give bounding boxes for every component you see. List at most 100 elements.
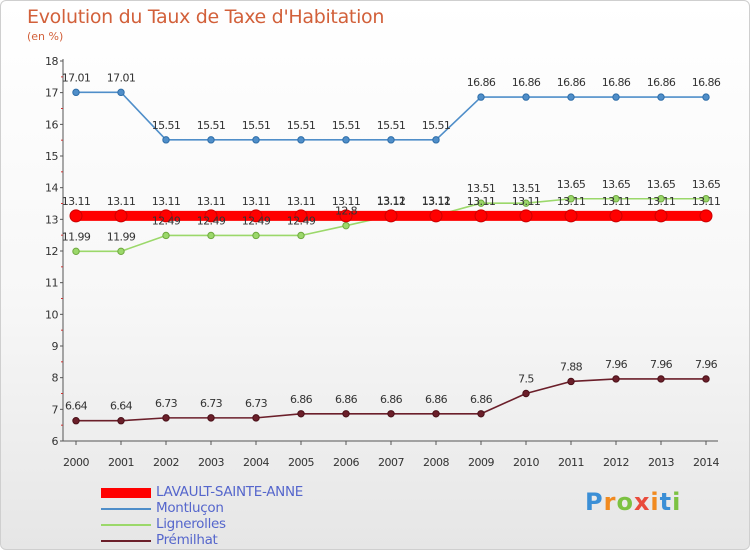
logo-letter: o	[616, 488, 634, 516]
series-2-point-3	[207, 231, 215, 240]
x-tick-label-2: 2002	[153, 456, 179, 469]
series-0-point-0	[69, 209, 83, 223]
series-2-point-2	[162, 231, 170, 240]
series-1-label-1: 17.01	[107, 71, 136, 84]
x-tick-label-6: 2006	[333, 456, 359, 469]
series-1-label-13: 16.86	[647, 76, 676, 89]
series-1-point-4	[252, 136, 260, 144]
series-1-label-8: 15.51	[422, 119, 451, 132]
series-3-label-8: 6.86	[425, 393, 448, 406]
series-0-point-3	[204, 209, 218, 223]
series-0-point-14	[699, 209, 713, 223]
series-0-point-6	[339, 209, 353, 223]
series-1-point-8	[432, 136, 440, 144]
series-2-label-3: 12.49	[197, 214, 226, 227]
series-3-point-2	[162, 414, 170, 422]
series-1-point-10	[522, 93, 530, 101]
series-0-label-14: 13.11	[692, 195, 721, 208]
series-2-label-12: 13.65	[602, 178, 631, 191]
x-tick-label-12: 2012	[603, 456, 629, 469]
series-0-label-9: 13.11	[467, 195, 496, 208]
series-0-point-8	[429, 209, 443, 223]
series-line-1	[76, 91, 706, 141]
series-1-point-1	[117, 88, 125, 97]
series-0-point-12	[609, 209, 623, 223]
series-3-label-12: 7.96	[605, 358, 628, 371]
series-2-point-12	[612, 195, 620, 203]
series-1-label-2: 15.51	[152, 119, 181, 132]
series-1-label-3: 15.51	[197, 119, 226, 132]
x-tick-label-5: 2005	[288, 456, 314, 469]
series-2-label-14: 13.65	[692, 178, 721, 191]
x-tick-label-1: 2001	[108, 456, 134, 469]
series-3-point-1	[117, 417, 125, 425]
series-3-label-1: 6.64	[110, 400, 133, 413]
logo-letter: i	[672, 488, 682, 516]
series-1-label-11: 16.86	[557, 76, 586, 89]
legend-swatch-1	[101, 508, 151, 510]
legend-item-0: LAVAULT-SAINTE-ANNE	[101, 484, 361, 501]
series-2-label-6: 12.8	[335, 205, 358, 218]
series-3-label-4: 6.73	[245, 397, 268, 410]
logo-letter: r	[603, 488, 617, 516]
series-0-point-4	[249, 209, 263, 223]
series-2-point-10	[522, 199, 530, 207]
legend-label-1: Montluçon	[156, 500, 224, 516]
series-2-label-2: 12.49	[152, 214, 181, 227]
series-2-label-1: 11.99	[107, 230, 136, 243]
logo-letter: P	[585, 488, 604, 516]
x-tick-label-13: 2013	[648, 456, 674, 469]
legend-item-1: Montluçon	[101, 500, 361, 517]
series-0-label-11: 13.11	[557, 195, 586, 208]
series-3-label-6: 6.86	[335, 393, 358, 406]
x-tick-label-14: 2014	[693, 456, 719, 469]
series-2-point-11	[567, 195, 575, 203]
legend-item-3: Prémilhat	[101, 532, 361, 549]
series-0-label-7: 13.11	[377, 195, 406, 208]
legend-swatch-2	[101, 524, 151, 526]
series-2-label-7: 13.12	[377, 195, 406, 208]
series-3-label-5: 6.86	[290, 393, 313, 406]
series-0-point-2	[159, 209, 173, 223]
series-1-label-5: 15.51	[287, 119, 316, 132]
series-3-point-10	[522, 389, 530, 398]
series-2-point-1	[117, 247, 125, 256]
series-0-label-1: 13.11	[107, 195, 136, 208]
series-0-point-7	[384, 209, 398, 223]
series-1-point-9	[477, 93, 485, 101]
y-tick-label-12: 18	[45, 55, 58, 68]
series-3-point-8	[432, 410, 440, 418]
series-2-label-11: 13.65	[557, 178, 586, 191]
legend-label-3: Prémilhat	[156, 532, 218, 548]
series-1-label-12: 16.86	[602, 76, 631, 89]
series-1-point-5	[297, 136, 305, 144]
series-1-label-6: 15.51	[332, 119, 361, 132]
series-1-label-0: 17.01	[62, 71, 91, 84]
series-3-point-9	[477, 410, 485, 418]
series-0-point-5	[294, 209, 308, 223]
series-1-point-13	[657, 93, 665, 101]
series-3-point-3	[207, 414, 215, 422]
y-tick-label-6: 12	[45, 245, 58, 258]
y-tick-label-9: 15	[45, 150, 58, 163]
y-tick-label-2: 8	[52, 372, 59, 385]
series-2-point-9	[477, 199, 485, 207]
series-3-label-7: 6.86	[380, 393, 403, 406]
series-2-point-5	[297, 231, 305, 240]
y-tick-label-8: 14	[45, 182, 58, 195]
series-0-label-12: 13.11	[602, 195, 631, 208]
series-1-point-7	[387, 136, 395, 144]
series-0-label-2: 13.11	[152, 195, 181, 208]
series-2-label-0: 11.99	[62, 230, 91, 243]
logo-letter: x	[633, 488, 651, 516]
series-0-label-4: 13.11	[242, 195, 271, 208]
y-tick-label-10: 16	[45, 118, 58, 131]
series-3-point-12	[612, 375, 620, 383]
series-3-label-0: 6.64	[65, 400, 88, 413]
series-1-point-6	[342, 136, 350, 144]
series-3-label-11: 7.88	[560, 360, 583, 373]
series-3-point-5	[297, 410, 305, 418]
series-2-point-14	[702, 195, 710, 203]
y-tick-label-4: 10	[45, 308, 58, 321]
